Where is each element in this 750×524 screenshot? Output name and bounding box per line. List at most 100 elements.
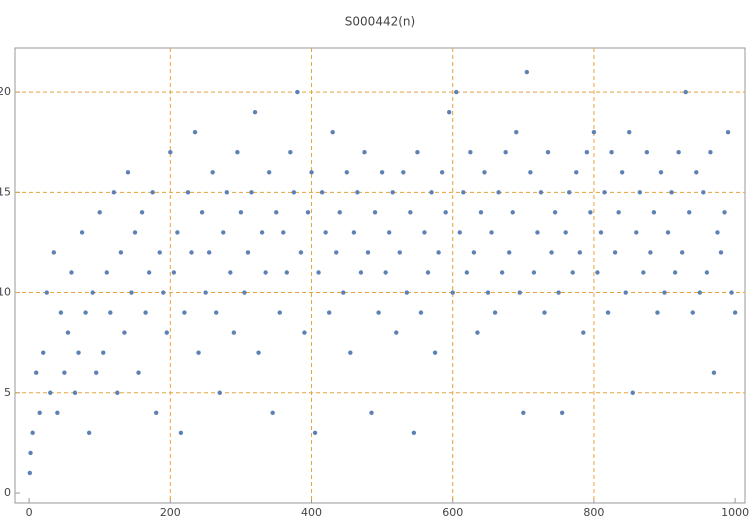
point	[344, 170, 350, 175]
point	[665, 230, 671, 235]
point	[242, 290, 247, 295]
point	[58, 310, 64, 315]
y-tick-label: 20	[0, 85, 11, 98]
point	[679, 250, 685, 255]
point	[376, 310, 381, 315]
y-tick-label: 0	[4, 486, 11, 499]
point	[552, 210, 558, 215]
point	[623, 290, 628, 295]
point	[302, 330, 307, 335]
point	[341, 290, 346, 295]
point	[355, 190, 360, 195]
point	[178, 430, 184, 436]
point	[591, 129, 597, 135]
point	[489, 230, 494, 235]
point	[436, 250, 441, 255]
y-tick-label: 10	[0, 286, 11, 299]
point	[115, 390, 120, 395]
point	[524, 69, 530, 75]
point	[637, 190, 643, 195]
point	[182, 310, 187, 315]
point	[506, 250, 512, 255]
point	[499, 270, 505, 275]
point	[97, 210, 102, 215]
point	[150, 190, 155, 195]
point	[351, 230, 357, 235]
point	[189, 250, 194, 255]
point	[55, 410, 60, 416]
point	[27, 470, 33, 476]
point	[542, 310, 547, 315]
point	[574, 170, 579, 175]
point	[206, 250, 212, 255]
point	[595, 270, 600, 275]
point	[369, 410, 374, 416]
point	[379, 170, 385, 175]
point	[468, 150, 473, 155]
point	[69, 270, 74, 275]
point	[658, 170, 664, 175]
point	[171, 270, 177, 275]
point	[584, 150, 590, 155]
point	[330, 129, 335, 135]
point	[464, 270, 470, 275]
point	[256, 350, 261, 355]
point	[425, 270, 431, 275]
point	[348, 350, 353, 355]
point	[429, 190, 434, 195]
point	[563, 230, 568, 235]
x-tick-label: 400	[301, 506, 322, 519]
point	[274, 210, 279, 215]
point	[570, 270, 575, 275]
point	[662, 290, 667, 295]
point	[132, 230, 138, 235]
point	[471, 250, 477, 255]
point	[503, 150, 508, 155]
point	[655, 310, 660, 315]
point	[62, 370, 67, 375]
point	[185, 190, 191, 195]
point	[270, 410, 275, 416]
point	[401, 170, 406, 175]
point	[79, 230, 85, 235]
point	[326, 310, 332, 315]
point	[316, 270, 321, 275]
point	[139, 210, 145, 215]
point	[630, 390, 635, 395]
point	[602, 190, 607, 195]
point	[44, 290, 49, 295]
point	[214, 310, 219, 315]
point	[485, 290, 491, 295]
point	[291, 190, 297, 195]
point	[390, 190, 395, 195]
point	[598, 230, 604, 235]
point	[531, 270, 537, 275]
point	[125, 170, 131, 175]
point	[538, 190, 544, 195]
point	[83, 310, 88, 315]
point	[676, 150, 681, 155]
point	[235, 150, 240, 155]
point	[164, 330, 169, 335]
point	[41, 350, 46, 355]
point	[672, 270, 678, 275]
point	[309, 170, 314, 175]
point	[711, 370, 717, 375]
point	[28, 450, 33, 456]
point	[334, 250, 339, 255]
point	[394, 330, 399, 335]
point	[461, 190, 466, 195]
x-tick-label: 200	[160, 506, 181, 519]
point	[439, 170, 445, 175]
point	[411, 430, 417, 436]
plot-frame	[14, 47, 746, 504]
point	[715, 230, 720, 235]
point	[722, 210, 727, 215]
point	[422, 230, 427, 235]
point	[196, 350, 201, 355]
point	[129, 290, 134, 295]
point	[627, 129, 632, 135]
point	[690, 310, 695, 315]
point	[708, 150, 713, 155]
y-tick-label: 5	[4, 386, 11, 399]
